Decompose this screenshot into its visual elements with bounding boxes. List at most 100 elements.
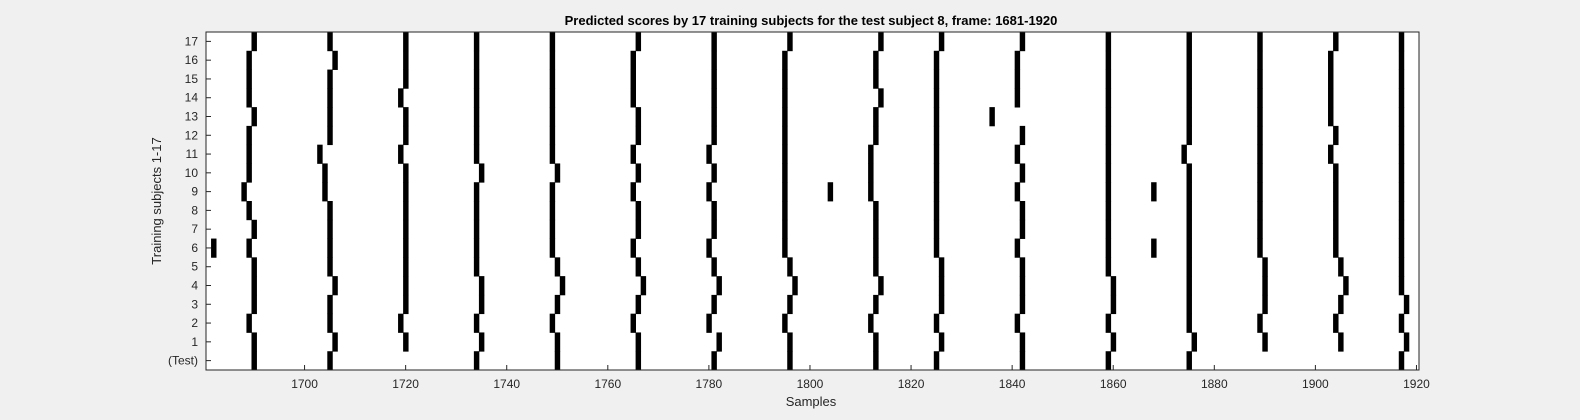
x-tick-label: 1720	[392, 377, 419, 391]
score-mark	[1105, 125, 1112, 146]
score-mark	[1014, 69, 1021, 89]
score-mark	[868, 144, 874, 164]
y-tick-label: 1	[191, 335, 198, 349]
score-mark	[549, 182, 556, 202]
x-axis-label: Samples	[786, 394, 837, 409]
score-mark	[241, 182, 247, 202]
score-mark	[332, 332, 338, 352]
score-mark	[403, 257, 409, 277]
score-mark	[1019, 219, 1026, 239]
score-mark	[1186, 257, 1192, 277]
score-mark	[1105, 32, 1112, 52]
score-mark	[1186, 313, 1192, 333]
score-mark	[1257, 88, 1263, 108]
score-mark	[1257, 313, 1263, 333]
score-mark	[1257, 107, 1263, 127]
score-mark	[1328, 107, 1334, 127]
score-mark	[398, 144, 404, 164]
score-mark	[403, 332, 409, 352]
score-mark	[989, 107, 995, 127]
score-mark	[1333, 201, 1339, 221]
y-tick-label: 17	[185, 34, 199, 48]
score-mark	[322, 182, 328, 202]
score-mark	[635, 351, 642, 371]
score-mark	[549, 69, 556, 89]
score-mark	[246, 201, 252, 221]
score-mark	[787, 351, 793, 371]
x-tick-label: 1820	[898, 377, 925, 391]
score-mark	[782, 88, 788, 108]
score-mark	[554, 257, 561, 277]
score-mark	[630, 88, 636, 108]
score-mark	[711, 351, 717, 371]
score-mark	[246, 50, 252, 70]
score-mark	[1257, 144, 1263, 164]
score-mark	[1262, 276, 1268, 296]
plot-area	[206, 32, 1419, 370]
score-mark	[327, 32, 333, 52]
y-tick-label: 8	[191, 203, 198, 217]
score-mark	[1014, 144, 1021, 164]
score-mark	[403, 32, 409, 52]
x-tick-label: 1920	[1403, 377, 1430, 391]
score-mark	[1262, 294, 1268, 315]
x-axis-ticks: 1700 1720 1740 1760 1780 1800 1820 1840 1860 1880…	[291, 365, 1430, 391]
score-mark	[711, 107, 717, 127]
score-mark	[1110, 294, 1117, 315]
score-mark	[1186, 107, 1192, 127]
score-mark	[473, 88, 480, 108]
score-mark	[630, 238, 636, 258]
score-mark	[403, 219, 409, 239]
x-tick-label: 1800	[797, 377, 824, 391]
y-tick-label: 11	[186, 147, 199, 161]
y-tick-label: 12	[185, 128, 199, 142]
score-mark	[549, 32, 556, 52]
score-mark	[1403, 294, 1410, 315]
score-mark	[1328, 88, 1334, 108]
score-mark	[549, 50, 556, 70]
score-mark	[403, 201, 409, 221]
score-mark	[478, 294, 485, 315]
score-mark	[782, 50, 788, 70]
score-mark	[1257, 69, 1263, 89]
score-mark	[1105, 88, 1112, 108]
score-mark	[1262, 332, 1268, 352]
score-mark	[938, 276, 945, 296]
score-mark	[1257, 201, 1263, 221]
score-mark	[403, 276, 409, 296]
score-mark	[1257, 238, 1263, 258]
y-axis-label: Training subjects 1-17	[149, 137, 164, 264]
y-tick-label: 14	[185, 91, 199, 105]
score-mark	[782, 125, 788, 146]
score-mark	[938, 332, 945, 352]
score-mark	[549, 107, 556, 127]
score-mark	[1328, 69, 1334, 89]
score-mark	[1398, 88, 1405, 108]
x-tick-label: 1760	[594, 377, 621, 391]
score-mark	[473, 313, 480, 333]
score-mark	[317, 144, 323, 164]
x-tick-label: 1880	[1201, 377, 1228, 391]
score-mark	[933, 144, 940, 164]
score-mark	[211, 238, 217, 258]
score-mark	[1019, 294, 1026, 315]
score-mark	[327, 201, 333, 221]
score-mark	[1338, 332, 1344, 352]
plot-frame	[205, 31, 1420, 371]
score-mark	[1019, 332, 1026, 352]
score-mark	[1398, 257, 1405, 277]
score-mark	[1014, 50, 1021, 70]
score-mark	[1257, 32, 1263, 52]
score-mark	[635, 219, 642, 239]
score-mark	[1186, 88, 1192, 108]
score-mark	[251, 276, 257, 296]
score-mark	[549, 125, 556, 146]
score-mark	[327, 351, 333, 371]
score-mark	[878, 276, 884, 296]
score-mark	[868, 182, 874, 202]
score-mark	[549, 313, 556, 333]
score-mark	[403, 182, 409, 202]
score-mark	[1014, 182, 1021, 202]
score-mark	[1105, 182, 1112, 202]
score-mark	[933, 69, 940, 89]
